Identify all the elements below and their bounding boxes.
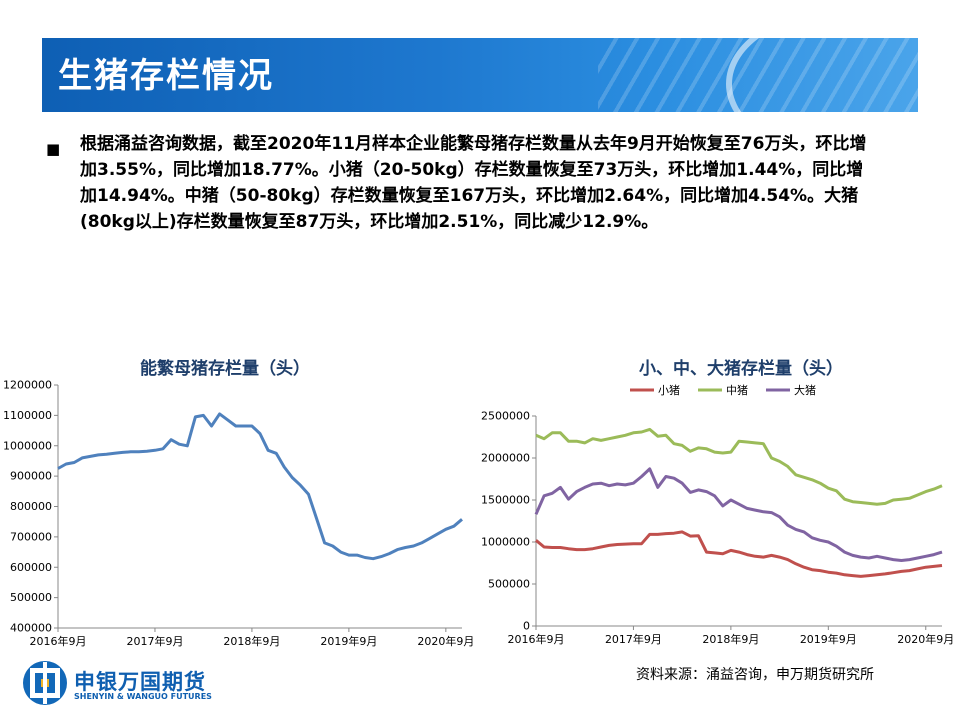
legend-label: 大猪 <box>794 383 816 397</box>
y-tick-label: 1000000 <box>481 536 530 549</box>
y-tick-label: 1000000 <box>3 439 52 452</box>
company-logo-icon <box>23 661 67 705</box>
y-tick-label: 1100000 <box>3 409 52 422</box>
y-tick-label: 500000 <box>488 578 530 591</box>
y-tick-label: 1500000 <box>481 494 530 507</box>
logo-english-name: SHENYIN & WANGUO FUTURES <box>74 692 212 701</box>
x-tick-label: 2018年9月 <box>223 634 280 648</box>
series-line-小猪 <box>535 530 943 578</box>
legend-label: 中猪 <box>726 384 748 397</box>
y-tick-label: 900000 <box>10 470 52 483</box>
x-tick-label: 2016年9月 <box>30 634 87 648</box>
x-tick-label: 2017年9月 <box>605 632 662 646</box>
series-line-series-0 <box>57 412 463 561</box>
y-tick-label: 700000 <box>10 530 52 543</box>
x-tick-label: 2020年9月 <box>897 632 954 646</box>
banner-curve <box>726 38 918 112</box>
bullet-square-icon: ■ <box>46 140 61 158</box>
header-banner <box>42 38 918 112</box>
y-tick-label: 2000000 <box>481 452 530 465</box>
page-title: 生猪存栏情况 <box>58 56 274 96</box>
y-tick-label: 2500000 <box>481 410 530 423</box>
chart1-title: 能繁母猪存栏量（头） <box>140 359 310 379</box>
y-tick-label: 1200000 <box>3 379 52 392</box>
y-tick-label: 800000 <box>10 500 52 513</box>
series-line-大猪 <box>534 467 943 562</box>
pig-size-inventory-chart: 0 500000 1000000 1500000 2000000 2500000 2016年… <box>481 383 954 646</box>
x-tick-label: 2019年9月 <box>320 634 377 648</box>
x-tick-label: 2020年9月 <box>417 634 474 648</box>
legend-label: 小猪 <box>658 384 680 397</box>
y-tick-label: 600000 <box>10 561 52 574</box>
y-tick-label: 500000 <box>10 591 52 604</box>
chart2-title: 小、中、大猪存栏量（头） <box>639 359 843 379</box>
summary-paragraph: 根据涌益咨询数据，截至2020年11月样本企业能繁母猪存栏数量从去年9月开始恢复… <box>80 134 867 232</box>
logo-chinese-name: 申银万国期货 <box>74 670 206 694</box>
x-tick-label: 2019年9月 <box>800 632 857 646</box>
y-tick-label: 0 <box>523 620 530 633</box>
x-tick-label: 2016年9月 <box>508 632 565 646</box>
sow-inventory-chart: 400000 500000 600000 700000 800000 900000 1000… <box>3 379 474 649</box>
y-tick-label: 400000 <box>10 622 52 635</box>
source-note: 资料来源：涌益咨询，申万期货研究所 <box>636 667 874 683</box>
x-tick-label: 2018年9月 <box>702 632 759 646</box>
x-tick-label: 2017年9月 <box>126 634 183 648</box>
series-line-中猪 <box>535 427 943 506</box>
